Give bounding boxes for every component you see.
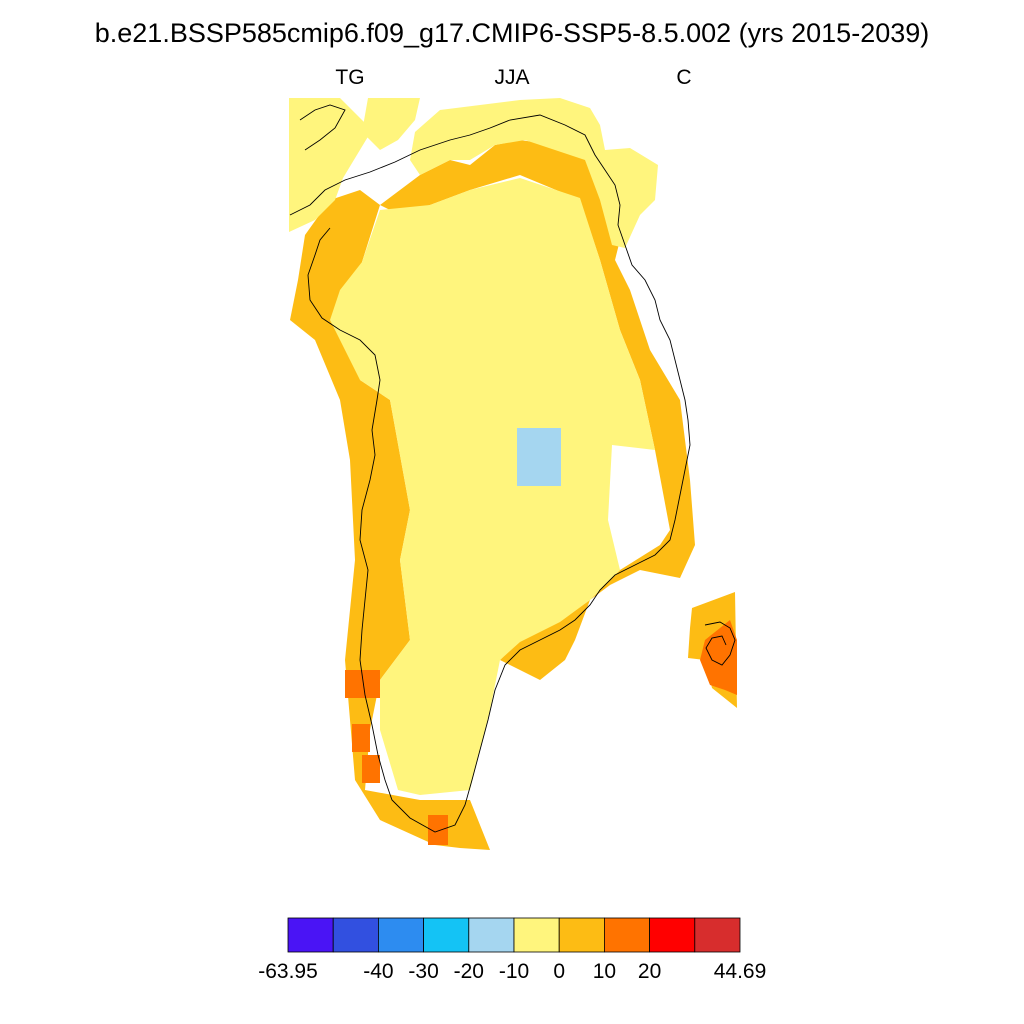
- warm-cell: [428, 815, 448, 845]
- colorbar-tick-label: -30: [408, 960, 439, 983]
- colorbar-box: [423, 917, 470, 953]
- coastline-west: [289, 114, 691, 833]
- coastline-island: [704, 621, 736, 666]
- colorbar-box: [649, 917, 696, 953]
- north-coast-band: [380, 140, 695, 680]
- colorbar-tick-label: 10: [592, 960, 617, 983]
- colorbar-box: [332, 917, 379, 953]
- coastline-north: [299, 104, 346, 151]
- ice-sheet-interior: [330, 178, 655, 795]
- coastline: [289, 104, 736, 833]
- warm-cell: [352, 724, 370, 752]
- west-coast-band: [290, 190, 490, 850]
- warm-cell: [362, 755, 380, 783]
- north-fragment-b: [362, 98, 420, 150]
- subtitle-right: C: [676, 66, 692, 89]
- colorbar-box: [558, 917, 605, 953]
- colorbar-box: [513, 917, 560, 953]
- subtitle-left: TG: [335, 66, 365, 89]
- plot-title: b.e21.BSSP585cmip6.f09_g17.CMIP6-SSP5-8.…: [94, 18, 930, 48]
- colorbar-tick-label: 44.69: [713, 960, 767, 983]
- north-fragment-a: [289, 98, 372, 232]
- colorbar-box: [377, 917, 424, 953]
- north-fragment-c: [410, 98, 658, 248]
- far-north-land: [289, 98, 658, 248]
- colorbar-tick-label: -40: [363, 960, 394, 983]
- interior-cool-anomaly: [517, 428, 561, 486]
- warm-cells: [345, 620, 737, 845]
- colorbar-tick-label: 0: [553, 960, 566, 983]
- colorbar-box: [287, 917, 334, 953]
- colorbar-box: [694, 917, 741, 953]
- colorbar-box: [604, 917, 651, 953]
- colorbar-tick-label: -63.95: [258, 960, 318, 983]
- subtitle-center: JJA: [494, 66, 530, 89]
- colorbar-tick-label: -10: [498, 960, 530, 983]
- colorbar-box: [468, 917, 515, 953]
- colorbar-tick-label: 20: [637, 960, 662, 983]
- colorbar-tick-label: -20: [453, 960, 484, 983]
- east-island-warm: [700, 620, 737, 695]
